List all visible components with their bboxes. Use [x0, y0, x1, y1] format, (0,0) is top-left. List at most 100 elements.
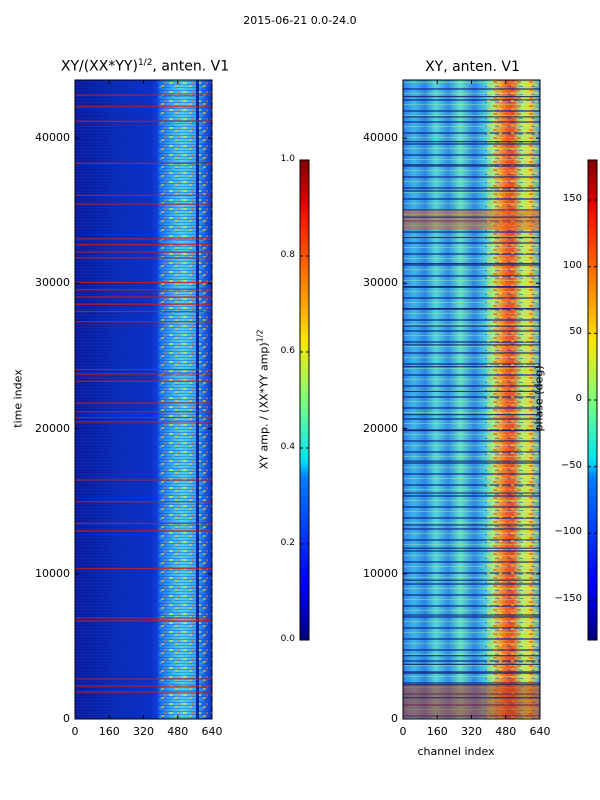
- flagged-row: [75, 244, 212, 246]
- flagged-row: [75, 479, 212, 481]
- flagged-row: [75, 106, 212, 108]
- flagged-row: [403, 414, 540, 416]
- flagged-row: [403, 655, 540, 657]
- flagged-row: [75, 373, 212, 375]
- y-tick-label: 40000: [35, 131, 70, 145]
- y-tick-label: 20000: [363, 421, 398, 435]
- right-colorbar-label: phase (deg): [532, 365, 546, 432]
- flagged-row: [75, 194, 212, 196]
- y-tick-label: 30000: [35, 276, 70, 290]
- right-heatmap: [402, 79, 541, 720]
- flagged-row: [75, 120, 212, 122]
- flagged-row: [75, 567, 212, 570]
- colorbar-tick-label: 150: [562, 193, 582, 204]
- left-dark-channel-column: [196, 80, 199, 719]
- flagged-row: [75, 251, 212, 253]
- flagged-row: [75, 691, 212, 693]
- colorbar-tick-label: 0: [575, 393, 582, 404]
- right-heatmap-low-block: [403, 684, 540, 718]
- colorbar-tick-label: 0.0: [280, 634, 295, 644]
- x-tick-label: 0: [399, 725, 407, 738]
- flagged-row: [75, 501, 212, 503]
- left-colorbar: [299, 159, 310, 641]
- left-colorbar-label-exponent: 1/2: [255, 329, 265, 343]
- right-panel-title: XY, anten. V1: [425, 59, 520, 75]
- colorbar-tick-label: 50: [569, 326, 582, 338]
- flagged-row: [403, 579, 540, 581]
- flagged-row: [75, 685, 212, 687]
- flagged-row: [403, 116, 540, 118]
- left-panel-title: XY/(XX*YY)1/2, anten. V1: [40, 58, 250, 75]
- y-tick-label: 10000: [35, 566, 70, 580]
- colorbar-tick-label: 100: [562, 259, 582, 271]
- left-title-prefix: XY/(XX*YY): [60, 58, 138, 75]
- flagged-row: [75, 416, 212, 419]
- flagged-row: [75, 281, 212, 284]
- flagged-row: [75, 257, 212, 259]
- y-tick-label: 30000: [363, 276, 398, 290]
- flagged-row: [75, 411, 212, 413]
- flagged-row: [403, 547, 540, 549]
- flagged-row: [75, 296, 212, 298]
- right-heatmap-active-band: [485, 80, 540, 719]
- flagged-row: [75, 530, 212, 532]
- figure-suptitle: 2015-06-21 0.0-24.0: [243, 14, 357, 27]
- left-ylabel: time index: [11, 369, 25, 428]
- flagged-row: [403, 325, 540, 327]
- flagged-row: [403, 216, 540, 218]
- right-heatmap-upper-block: [403, 210, 540, 230]
- flagged-row: [403, 492, 540, 494]
- flagged-row: [403, 236, 540, 239]
- x-tick-label: 320: [461, 725, 482, 738]
- y-tick-label: 10000: [363, 566, 398, 580]
- flagged-row: [75, 678, 212, 680]
- axis-tick-marks: [74, 80, 597, 720]
- flagged-row: [75, 238, 212, 240]
- y-tick-label: 0: [391, 712, 398, 725]
- flagged-row: [403, 344, 540, 346]
- flagged-row: [403, 286, 540, 288]
- x-tick-label: 160: [426, 725, 448, 738]
- left-title-exponent: 1/2: [137, 58, 153, 68]
- colorbar-tick-label: −50: [560, 459, 582, 471]
- flagged-row: [75, 303, 212, 305]
- x-tick-label: 320: [133, 725, 154, 738]
- flagged-row: [403, 262, 540, 265]
- left-title-suffix: , anten. V1: [152, 58, 230, 75]
- flagged-row: [403, 95, 540, 98]
- flagged-row: [403, 390, 540, 392]
- flagged-row: [403, 663, 540, 666]
- flagged-row: [75, 162, 212, 164]
- y-tick-label: 0: [63, 712, 70, 725]
- flagged-row: [75, 310, 212, 313]
- flagged-row: [403, 614, 540, 616]
- flagged-row: [75, 380, 212, 382]
- left-heatmap: [74, 79, 213, 720]
- flagged-row: [75, 321, 212, 323]
- colorbar-tick-label: 1.0: [280, 154, 295, 164]
- left-flagged-rows: [75, 94, 212, 693]
- y-tick-label: 40000: [363, 131, 398, 145]
- flagged-row: [75, 617, 212, 619]
- left-colorbar-label-prefix: XY amp. / (XX*YY amp): [257, 342, 271, 470]
- flagged-row: [403, 684, 540, 686]
- flagged-row: [403, 190, 540, 192]
- x-tick-label: 0: [71, 725, 79, 738]
- colorbar-tick-label: −150: [554, 593, 582, 604]
- left-heatmap-scan-texture: [75, 80, 212, 719]
- colorbar-tick-label: −100: [554, 526, 582, 538]
- flagged-row: [403, 366, 540, 368]
- colorbar-tick-label: 0.4: [280, 442, 295, 452]
- flagged-row: [75, 369, 212, 371]
- right-flagged-rows: [403, 95, 540, 699]
- x-tick-label: 480: [495, 725, 517, 738]
- flagged-row: [75, 522, 212, 525]
- flagged-row: [403, 140, 540, 143]
- flagged-row: [75, 402, 212, 404]
- flagged-row: [403, 164, 540, 166]
- flagged-row: [403, 460, 540, 462]
- flagged-row: [75, 94, 212, 96]
- x-tick-label: 160: [98, 725, 120, 738]
- flagged-row: [75, 289, 212, 291]
